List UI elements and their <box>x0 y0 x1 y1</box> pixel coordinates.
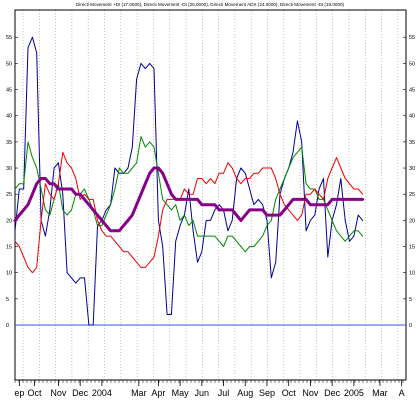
y-tick-label-left: 55 <box>6 35 12 41</box>
y-tick-label-left: 45 <box>6 88 12 94</box>
x-tick-label: Oct <box>282 388 297 398</box>
x-tick-label: Jun <box>195 388 210 398</box>
y-tick-label-left: 40 <box>6 114 12 120</box>
y-tick-label-right: 10 <box>409 271 415 277</box>
y-tick-label-right: 0 <box>409 323 412 329</box>
y-tick-label-right: 20 <box>409 218 415 224</box>
x-tick-label: Mar <box>372 388 388 398</box>
y-axis-left: 0 5 10 15 20 25 30 35 40 45 50 55 <box>6 35 18 329</box>
y-axis-right: 0 5 10 15 20 25 30 35 40 45 50 55 <box>403 35 415 329</box>
x-tick-label: Apr <box>151 388 165 398</box>
series-line-1 <box>14 136 364 253</box>
x-tick-label: Dec <box>72 388 89 398</box>
y-tick-label-left: 35 <box>6 140 12 146</box>
series-line-2 <box>14 151 364 274</box>
y-tick-label-right: 25 <box>409 192 415 198</box>
x-tick-label: 2005 <box>344 388 364 398</box>
y-tick-label-right: 15 <box>409 245 415 251</box>
y-tick-label-left: 15 <box>6 245 12 251</box>
x-tick-label: Nov <box>302 388 319 398</box>
y-tick-label-right: 35 <box>409 140 415 146</box>
x-tick-label: A <box>399 388 405 398</box>
y-tick-label-right: 50 <box>409 61 415 67</box>
y-tick-label-right: 40 <box>409 114 415 120</box>
y-tick-label-right: 45 <box>409 88 415 94</box>
y-tick-label-right: 55 <box>409 35 415 41</box>
x-tick-label: Sep <box>259 388 275 398</box>
y-tick-label-right: 30 <box>409 166 415 172</box>
x-tick-label: Nov <box>50 388 67 398</box>
y-tick-label-left: 30 <box>6 166 12 172</box>
series-line-3 <box>13 166 365 233</box>
series-layer <box>13 36 365 326</box>
y-tick-label-left: 5 <box>6 297 9 303</box>
y-tick-label-left: 50 <box>6 61 12 67</box>
x-tick-label: Dec <box>324 388 341 398</box>
chart-title: Directi Movement +DI (17.0000), Directi … <box>76 2 345 7</box>
x-tick-label: May <box>172 388 190 398</box>
series-line-0 <box>14 36 364 326</box>
y-tick-label-left: 10 <box>6 271 12 277</box>
y-tick-label-left: 20 <box>6 218 12 224</box>
x-tick-label: Jul <box>218 388 230 398</box>
x-axis: ep Oct Nov Dec 2004 Mar Apr May Jun Jul Aug Sep Oct N… <box>14 380 405 398</box>
x-tick-label: Oct <box>28 388 43 398</box>
x-tick-label: ep <box>14 388 24 398</box>
x-tick-label: 2004 <box>92 388 112 398</box>
x-tick-label: Mar <box>131 388 147 398</box>
y-tick-label-left: 0 <box>6 323 9 329</box>
plot-frame <box>14 9 407 381</box>
y-tick-label-right: 5 <box>409 297 412 303</box>
x-tick-label: Aug <box>237 388 253 398</box>
y-tick-label-left: 25 <box>6 192 12 198</box>
